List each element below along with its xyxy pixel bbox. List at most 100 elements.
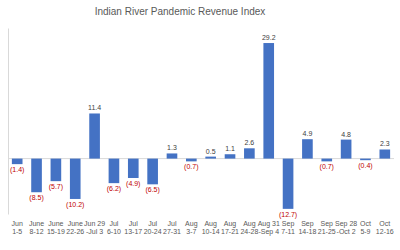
data-label: (4.9) bbox=[126, 180, 140, 188]
x-tick-label-line: 21-25 bbox=[318, 228, 336, 235]
x-tick-label-line: June bbox=[48, 220, 63, 227]
data-label: 0.5 bbox=[206, 148, 216, 155]
x-tick: Oct12-16 bbox=[376, 220, 394, 235]
x-tick-label: Sep 28-Oct 2 bbox=[335, 220, 357, 235]
x-tick-label: Jun1-5 bbox=[12, 220, 23, 235]
x-tick-label-line: 7-11 bbox=[281, 228, 295, 235]
x-tick-label: Jul6-10 bbox=[107, 220, 121, 235]
x-tick-label-line: -Jul 3 bbox=[86, 228, 103, 235]
y-axis-line bbox=[8, 29, 9, 215]
bar bbox=[379, 149, 390, 158]
x-tick: Jul13-17 bbox=[124, 220, 142, 235]
x-tick-label-line: 6-10 bbox=[107, 228, 121, 235]
bar bbox=[360, 159, 371, 161]
x-tick: June8-12 bbox=[29, 220, 44, 235]
data-label: (6.2) bbox=[107, 185, 121, 193]
x-tick-label: Jul27-31 bbox=[163, 220, 181, 235]
x-tick-label-line: Jun bbox=[12, 220, 23, 227]
x-tick-label-line: 14-18 bbox=[298, 228, 316, 235]
x-tick-label-line: Oct bbox=[379, 220, 390, 227]
bar bbox=[89, 113, 100, 158]
bar bbox=[12, 159, 23, 165]
data-label: 11.4 bbox=[88, 104, 101, 111]
x-tick-label: Jun 29-Jul 3 bbox=[84, 220, 105, 235]
bar bbox=[128, 159, 139, 178]
x-tick-label-line: Aug bbox=[224, 220, 237, 228]
x-tick-label: Aug24-28 bbox=[240, 220, 258, 235]
x-tick-label-line: Sep bbox=[321, 220, 334, 228]
x-tick-label: Sep7-11 bbox=[281, 220, 295, 235]
x-tick-label-line: 1-5 bbox=[12, 228, 22, 235]
data-label: (12.7) bbox=[279, 211, 297, 219]
x-tick: Jun 29-Jul 3 bbox=[84, 220, 105, 235]
bar bbox=[167, 153, 178, 158]
x-tick-label-line: 15-19 bbox=[47, 228, 65, 235]
bar bbox=[109, 159, 120, 184]
data-label: (0.7) bbox=[184, 163, 198, 171]
data-label: 1.3 bbox=[167, 144, 177, 151]
x-tick-label-line: 24-28 bbox=[240, 228, 258, 235]
x-tick: Sep 28-Oct 2 bbox=[335, 220, 357, 235]
x-tick: Aug3-7 bbox=[185, 220, 198, 235]
data-label: (6.5) bbox=[145, 186, 159, 194]
x-tick: Jul27-31 bbox=[163, 220, 181, 235]
bar bbox=[321, 159, 332, 162]
x-tick-label-line: Jun 29 bbox=[84, 220, 105, 227]
x-tick: Sep21-25 bbox=[318, 220, 336, 235]
x-tick-label-line: Sep 28 bbox=[335, 220, 357, 228]
chart: Indian River Pandemic Revenue Index (1.4)… bbox=[0, 0, 400, 250]
x-tick-label-line: 20-24 bbox=[144, 228, 162, 235]
x-tick-label: Oct5-9 bbox=[360, 220, 371, 235]
x-tick: June22-26 bbox=[66, 220, 84, 235]
data-label: 2.6 bbox=[245, 139, 255, 146]
y-axis bbox=[8, 29, 9, 215]
x-tick-label: Aug10-14 bbox=[202, 220, 220, 235]
x-tick-label-line: Oct bbox=[360, 220, 371, 227]
x-tick-label-line: 12-16 bbox=[376, 228, 394, 235]
zero-line bbox=[8, 158, 394, 159]
bar bbox=[70, 159, 81, 199]
data-label: (1.4) bbox=[10, 166, 24, 174]
x-tick-label: Aug 31-Sep 4 bbox=[258, 220, 280, 236]
x-tick-label-line: 10-14 bbox=[202, 228, 220, 235]
x-tick: Sep7-11 bbox=[281, 220, 295, 235]
bar bbox=[51, 159, 62, 182]
x-tick-label-line: 5-9 bbox=[360, 228, 370, 235]
data-label: (8.5) bbox=[29, 194, 43, 202]
x-tick: Aug10-14 bbox=[202, 220, 220, 235]
x-tick-label-line: Aug 31 bbox=[258, 220, 280, 228]
bar bbox=[31, 159, 42, 193]
bar bbox=[302, 139, 313, 158]
bars bbox=[12, 43, 390, 209]
bar bbox=[186, 159, 197, 162]
x-tick-label-line: 27-31 bbox=[163, 228, 181, 235]
x-tick-label: Oct12-16 bbox=[376, 220, 394, 235]
bar bbox=[205, 157, 216, 159]
data-label: (5.7) bbox=[49, 183, 63, 191]
x-tick: Jul6-10 bbox=[107, 220, 121, 235]
x-tick-label-line: 3-7 bbox=[186, 228, 196, 235]
x-tick-label-line: Jul bbox=[129, 220, 138, 227]
title: Indian River Pandemic Revenue Index bbox=[95, 6, 266, 17]
bar bbox=[147, 159, 158, 185]
x-tick-label: Sep14-18 bbox=[298, 220, 316, 235]
data-label: 2.3 bbox=[380, 140, 390, 147]
x-tick: Aug17-21 bbox=[221, 220, 239, 235]
x-tick-label: June15-19 bbox=[47, 220, 65, 235]
x-tick-label-line: 13-17 bbox=[124, 228, 142, 235]
x-tick-label-line: Jul bbox=[148, 220, 157, 227]
data-label: 29.2 bbox=[262, 34, 276, 41]
x-tick-label-line: Aug bbox=[243, 220, 256, 228]
x-tick: Sep14-18 bbox=[298, 220, 316, 235]
x-tick: Aug 31-Sep 4 bbox=[258, 220, 280, 236]
x-tick-label-line: 22-26 bbox=[66, 228, 84, 235]
data-label: (10.2) bbox=[66, 201, 84, 209]
x-tick: Aug24-28 bbox=[240, 220, 258, 235]
data-label: 1.1 bbox=[225, 145, 235, 152]
bar bbox=[244, 148, 255, 158]
x-tick-label: Jul13-17 bbox=[124, 220, 142, 235]
x-tick-label: Aug17-21 bbox=[221, 220, 239, 235]
x-tick-label-line: -Sep 4 bbox=[258, 228, 279, 236]
bar bbox=[283, 159, 294, 209]
x-tick: Jun1-5 bbox=[12, 220, 23, 235]
